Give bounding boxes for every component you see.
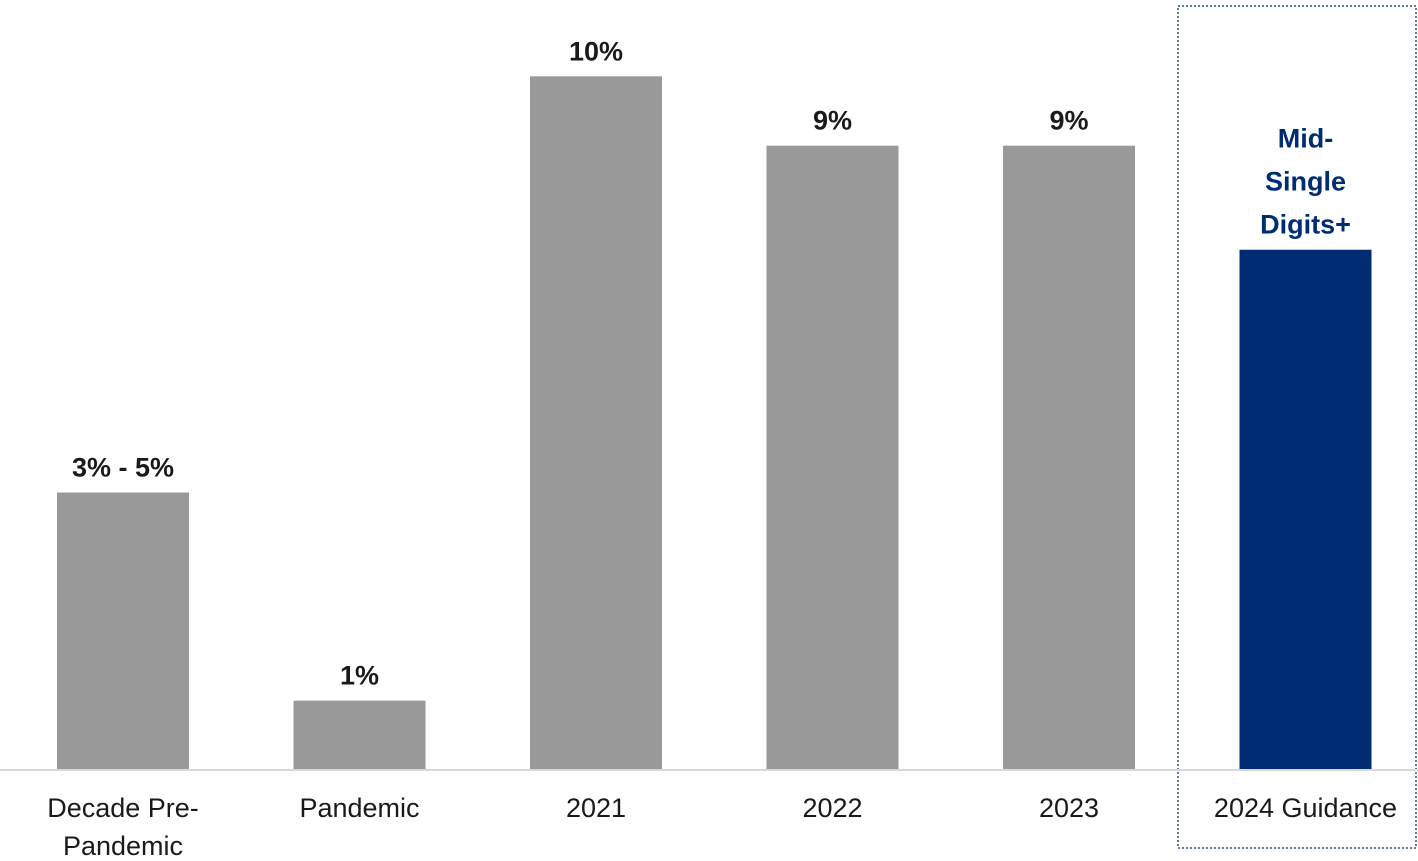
data-label-2: 10% xyxy=(569,36,623,66)
bar-5 xyxy=(1239,249,1372,770)
category-label-1: Pandemic xyxy=(299,793,419,823)
category-label-2: 2021 xyxy=(566,793,626,823)
bar-4 xyxy=(1003,145,1135,771)
bar-3 xyxy=(766,145,899,771)
data-label-3: 9% xyxy=(813,106,852,136)
data-label-0: 3% - 5% xyxy=(72,453,174,483)
category-label-0: Decade Pre-Pandemic xyxy=(47,793,199,861)
category-label-3: 2022 xyxy=(802,793,862,823)
bar-2 xyxy=(530,76,662,771)
bar-1 xyxy=(293,700,426,770)
data-label-1: 1% xyxy=(340,661,379,691)
category-label-5: 2024 Guidance xyxy=(1214,793,1397,823)
bar-0 xyxy=(57,492,189,770)
category-label-4: 2023 xyxy=(1039,793,1099,823)
data-label-4: 9% xyxy=(1049,106,1088,136)
data-label-5: Mid-Single Digits+ xyxy=(1260,124,1351,240)
